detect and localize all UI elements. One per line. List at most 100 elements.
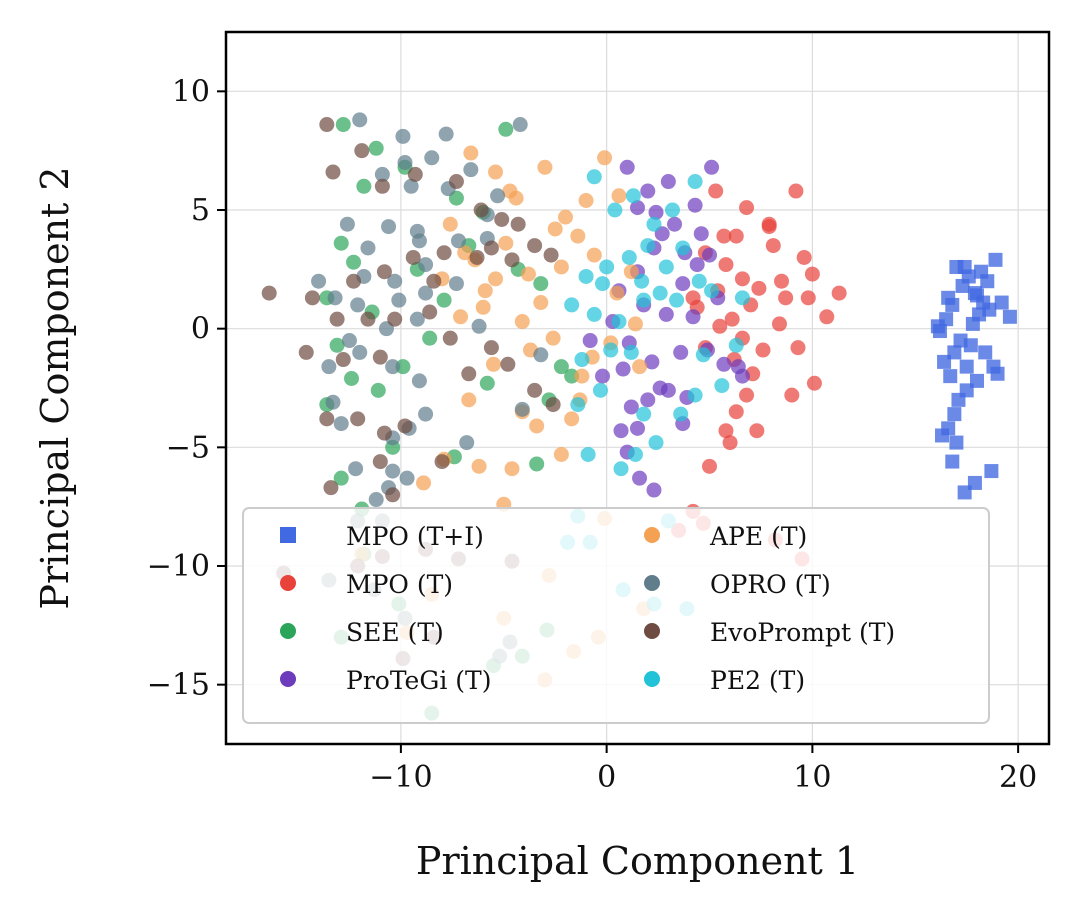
point-mpo-t [788, 183, 804, 199]
point-ape-t [485, 356, 501, 372]
point-see-t [370, 382, 386, 398]
point-mpo-t-i [935, 428, 950, 443]
point-ape-t [623, 264, 639, 280]
point-ape-t [632, 359, 648, 375]
point-pe2-t [658, 259, 674, 275]
point-opro-t [459, 435, 475, 451]
point-opro-t [385, 463, 401, 479]
point-ape-t [533, 295, 549, 311]
data-points [261, 112, 1017, 721]
point-protegi-t [640, 392, 656, 408]
point-mpo-t-i [947, 407, 962, 422]
point-evoprompt-t [372, 349, 388, 365]
point-mpo-t-i [988, 252, 1003, 267]
point-opro-t [352, 344, 368, 360]
point-pe2-t [625, 188, 641, 204]
point-pe2-t [636, 292, 652, 308]
point-ape-t [514, 314, 530, 330]
point-pe2-t [595, 276, 611, 292]
point-see-t [395, 359, 411, 375]
point-protegi-t [640, 183, 656, 199]
y-tick-label: 0 [191, 312, 210, 347]
point-evoprompt-t [319, 117, 335, 133]
point-opro-t [448, 276, 464, 292]
point-mpo-t [751, 280, 767, 296]
point-protegi-t [632, 470, 648, 486]
point-pe2-t [652, 285, 668, 301]
point-evoprompt-t [483, 340, 499, 356]
legend-box [242, 507, 990, 724]
point-see-t [529, 456, 545, 472]
point-evoprompt-t [405, 249, 421, 265]
point-evoprompt-t [325, 164, 341, 180]
point-mpo-t-i [990, 366, 1005, 381]
point-protegi-t [619, 159, 635, 175]
point-opro-t [368, 492, 384, 508]
point-ape-t [529, 418, 545, 434]
point-protegi-t [658, 306, 674, 322]
point-mpo-t-i [1002, 309, 1017, 324]
x-axis-label: Principal Component 1 [416, 839, 859, 883]
point-mpo-t [716, 228, 732, 244]
point-evoprompt-t [494, 211, 510, 227]
point-mpo-t [728, 228, 744, 244]
point-ape-t [477, 283, 493, 299]
point-evoprompt-t [350, 411, 366, 427]
y-tick-label: −10 [147, 549, 210, 584]
point-evoprompt-t [346, 273, 362, 289]
point-protegi-t [667, 216, 683, 232]
point-mpo-t [784, 387, 800, 403]
point-mpo-t [685, 290, 701, 306]
point-opro-t [424, 150, 440, 166]
point-protegi-t [675, 276, 691, 292]
point-pe2-t [673, 406, 689, 422]
point-mpo-t-i [930, 319, 945, 334]
point-ape-t [461, 392, 477, 408]
point-mpo-t-i [994, 295, 1009, 310]
point-mpo-t [755, 342, 771, 358]
point-mpo-t-i [945, 454, 960, 469]
point-opro-t [311, 273, 327, 289]
point-pe2-t [564, 297, 580, 313]
point-mpo-t-i [943, 369, 958, 384]
point-ape-t [609, 285, 625, 301]
point-mpo-t-i [959, 383, 974, 398]
point-pe2-t [570, 397, 586, 413]
point-ape-t [508, 190, 524, 206]
legend-marker-evoprompt-t [644, 623, 660, 639]
point-mpo-t [790, 340, 806, 356]
point-ape-t [553, 259, 569, 275]
point-see-t [335, 117, 351, 133]
point-evoprompt-t [527, 238, 543, 254]
point-evoprompt-t [483, 240, 499, 256]
point-protegi-t [693, 226, 709, 242]
point-opro-t [352, 112, 368, 128]
point-mpo-t [778, 290, 794, 306]
y-tick-label: 10 [172, 74, 210, 109]
point-evoprompt-t [504, 252, 520, 268]
point-protegi-t [595, 368, 611, 384]
point-ape-t [442, 216, 458, 232]
point-pe2-t [611, 314, 627, 330]
point-evoprompt-t [442, 330, 458, 346]
point-see-t [498, 121, 514, 137]
point-opro-t [374, 166, 390, 182]
legend-marker-opro-t [644, 575, 660, 591]
point-mpo-t [722, 435, 738, 451]
point-mpo-t [796, 249, 812, 265]
point-pe2-t [592, 382, 608, 398]
legend-marker-mpo-t [280, 575, 296, 591]
point-protegi-t [689, 257, 705, 273]
point-mpo-t [712, 318, 728, 334]
point-evoprompt-t [545, 397, 561, 413]
point-evoprompt-t [335, 352, 351, 368]
legend-label-pe2-t: PE2 (T) [710, 666, 805, 695]
point-see-t [533, 276, 549, 292]
point-ape-t [457, 245, 473, 261]
point-pe2-t [623, 344, 639, 360]
point-protegi-t [613, 423, 629, 439]
point-mpo-t-i [978, 345, 993, 360]
point-evoprompt-t [543, 247, 559, 263]
point-pe2-t [734, 290, 750, 306]
